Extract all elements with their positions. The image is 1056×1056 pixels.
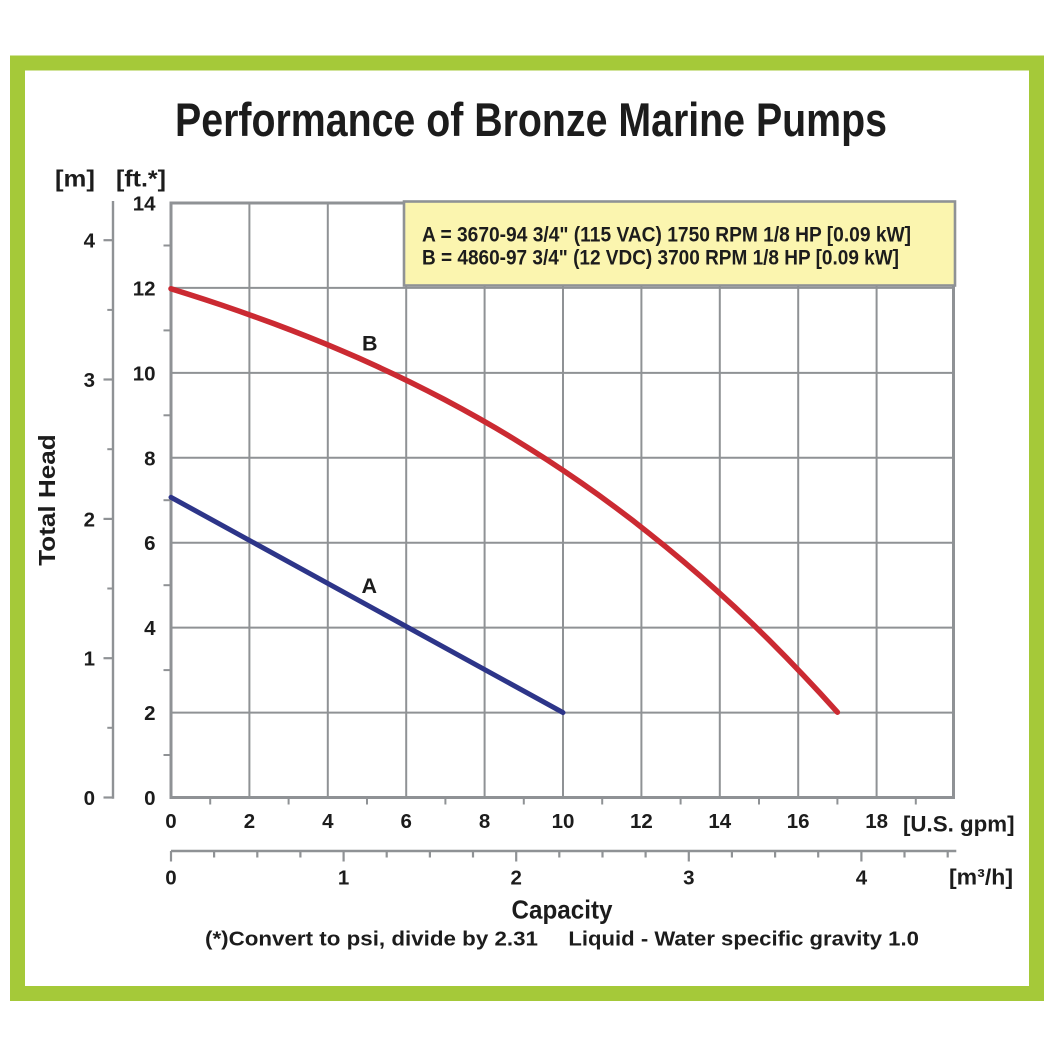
svg-text:Total Head: Total Head	[34, 434, 60, 566]
svg-text:6: 6	[144, 532, 155, 555]
svg-text:12: 12	[630, 810, 653, 833]
svg-text:0: 0	[144, 787, 155, 810]
svg-text:4: 4	[856, 867, 868, 890]
svg-text:2: 2	[144, 702, 155, 725]
svg-text:A = 3670-94 3/4" (115 VAC) 175: A = 3670-94 3/4" (115 VAC) 1750 RPM 1/8 …	[422, 224, 911, 247]
svg-text:3: 3	[683, 867, 694, 890]
svg-text:10: 10	[133, 362, 156, 385]
svg-text:B: B	[362, 332, 378, 356]
svg-text:1: 1	[338, 867, 349, 890]
svg-text:8: 8	[479, 810, 490, 833]
svg-text:10: 10	[552, 810, 575, 833]
svg-text:[ft.*]: [ft.*]	[116, 166, 166, 192]
svg-text:4: 4	[322, 810, 334, 833]
svg-text:0: 0	[84, 787, 95, 810]
svg-text:2: 2	[84, 508, 95, 531]
svg-text:0: 0	[165, 867, 176, 890]
svg-text:2: 2	[510, 867, 521, 890]
svg-text:14: 14	[708, 810, 731, 833]
svg-text:Performance of Bronze Marine P: Performance of Bronze Marine Pumps	[175, 94, 887, 147]
svg-text:Liquid - Water specific gravit: Liquid - Water specific gravity 1.0	[568, 928, 919, 951]
svg-text:12: 12	[133, 277, 156, 300]
svg-text:Capacity: Capacity	[512, 895, 613, 925]
svg-text:16: 16	[787, 810, 810, 833]
svg-text:A: A	[362, 574, 378, 598]
svg-text:3: 3	[84, 369, 95, 392]
svg-text:B = 4860-97 3/4" (12 VDC) 3700: B = 4860-97 3/4" (12 VDC) 3700 RPM 1/8 H…	[422, 246, 899, 269]
svg-text:[m]: [m]	[55, 166, 95, 192]
svg-text:1: 1	[84, 648, 95, 671]
svg-text:18: 18	[865, 810, 888, 833]
svg-text:8: 8	[144, 447, 155, 470]
svg-text:4: 4	[144, 617, 156, 640]
svg-text:[U.S. gpm]: [U.S. gpm]	[903, 812, 1015, 837]
svg-text:14: 14	[133, 193, 156, 216]
svg-text:4: 4	[84, 230, 96, 253]
svg-text:6: 6	[400, 810, 411, 833]
svg-text:[m³/h]: [m³/h]	[949, 865, 1013, 890]
svg-text:(*)Convert to psi, divide by 2: (*)Convert to psi, divide by 2.31	[205, 928, 538, 951]
svg-text:2: 2	[244, 810, 255, 833]
svg-text:0: 0	[165, 810, 176, 833]
